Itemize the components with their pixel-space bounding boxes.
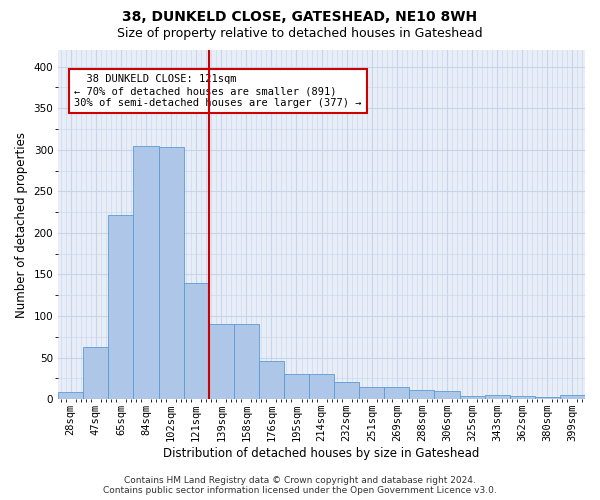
Bar	[259, 361, 284, 399]
Bar	[409, 390, 434, 399]
Bar	[560, 395, 585, 399]
Text: Contains HM Land Registry data © Crown copyright and database right 2024.
Contai: Contains HM Land Registry data © Crown c…	[103, 476, 497, 495]
Bar	[510, 396, 535, 399]
X-axis label: Distribution of detached houses by size in Gateshead: Distribution of detached houses by size …	[163, 447, 480, 460]
Text: 38 DUNKELD CLOSE: 121sqm  
← 70% of detached houses are smaller (891)
30% of sem: 38 DUNKELD CLOSE: 121sqm ← 70% of detach…	[74, 74, 361, 108]
Bar	[209, 324, 234, 399]
Bar	[158, 147, 184, 399]
Bar	[58, 392, 83, 399]
Bar	[83, 346, 109, 399]
Bar	[359, 386, 385, 399]
Bar	[109, 214, 133, 399]
Bar	[309, 374, 334, 399]
Bar	[385, 388, 409, 399]
Bar	[284, 374, 309, 399]
Bar	[234, 324, 259, 399]
Bar	[184, 282, 209, 399]
Bar	[334, 382, 359, 399]
Bar	[133, 146, 158, 399]
Bar	[485, 395, 510, 399]
Text: 38, DUNKELD CLOSE, GATESHEAD, NE10 8WH: 38, DUNKELD CLOSE, GATESHEAD, NE10 8WH	[122, 10, 478, 24]
Bar	[535, 396, 560, 399]
Text: Size of property relative to detached houses in Gateshead: Size of property relative to detached ho…	[117, 28, 483, 40]
Bar	[460, 396, 485, 399]
Y-axis label: Number of detached properties: Number of detached properties	[15, 132, 28, 318]
Bar	[434, 391, 460, 399]
